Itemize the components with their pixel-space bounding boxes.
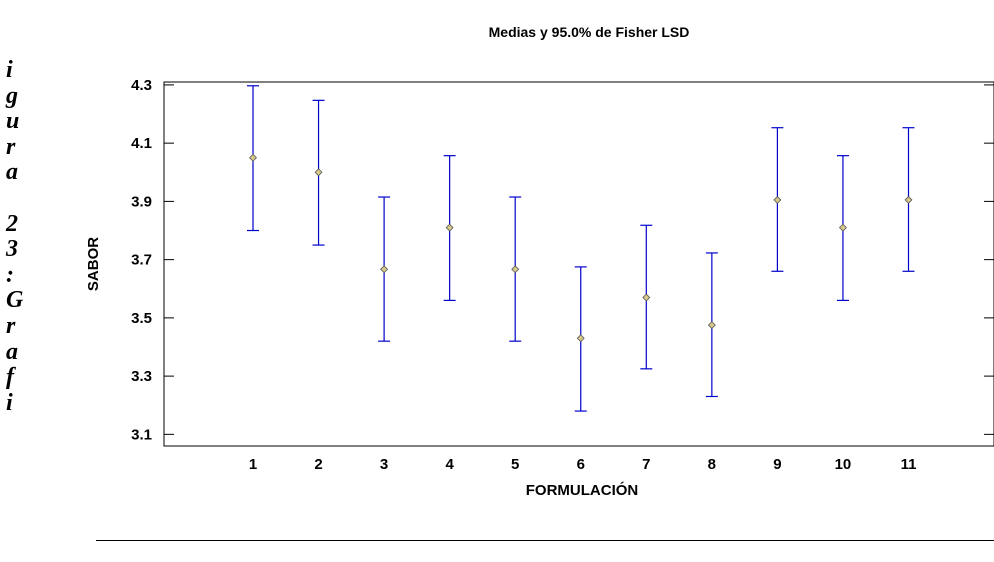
lsd-interval: [378, 196, 391, 342]
lsd-interval: [705, 252, 718, 398]
x-tick-label: 4: [445, 456, 454, 473]
x-tick-label: 7: [642, 456, 650, 473]
mean-marker: [707, 321, 716, 330]
caption-char: G: [6, 287, 24, 314]
caption-char: r: [6, 312, 16, 339]
caption-char: g: [6, 82, 18, 109]
lsd-interval: [771, 127, 784, 272]
y-tick-label: 4.3: [131, 77, 152, 94]
y-tick-label: 3.1: [131, 426, 152, 443]
x-tick-label: 6: [577, 456, 585, 473]
lsd-interval: [640, 224, 653, 370]
x-axis-label: FORMULACIÓN: [526, 481, 639, 499]
caption-char: 2: [6, 210, 18, 237]
caption-char: r: [6, 133, 16, 160]
x-tick-label: 9: [773, 456, 781, 473]
caption-char: i: [6, 57, 13, 83]
mean-marker: [511, 265, 520, 274]
interval-series: [247, 85, 915, 412]
y-tick-label: 3.7: [131, 252, 152, 269]
caption-char: :: [6, 261, 14, 288]
lsd-interval: [509, 196, 522, 342]
lsd-interval: [312, 99, 325, 246]
y-tick-label: 3.5: [131, 310, 152, 327]
y-tick-label: 4.1: [131, 135, 152, 152]
mean-marker: [314, 168, 323, 177]
y-axis-label: SABOR: [85, 237, 102, 291]
caption-char: a: [6, 338, 18, 365]
caption-char: a: [6, 159, 18, 186]
x-tick-label: 1: [249, 456, 257, 473]
x-tick-label: 3: [380, 456, 388, 473]
x-axis: 1 2 3 4 5 6 7 8 9 10 11: [249, 456, 917, 473]
lsd-interval: [836, 155, 849, 301]
mean-marker: [642, 293, 651, 302]
caption-char: 3: [6, 236, 18, 263]
y-axis: 3.1 3.3 3.5 3.7 3.9 4.1 4.3: [131, 77, 994, 443]
lsd-interval: [247, 85, 259, 232]
caption-char: u: [6, 108, 20, 135]
plot-frame: [163, 81, 994, 447]
chart-title: Medias y 95.0% de Fisher LSD: [489, 24, 690, 40]
x-tick-label: 2: [314, 456, 322, 473]
mean-marker: [445, 223, 454, 232]
lsd-interval: [443, 155, 456, 301]
x-tick-label: 10: [835, 456, 852, 473]
x-tick-label: 5: [511, 456, 519, 473]
x-tick-label: 11: [901, 456, 917, 473]
y-tick-label: 3.3: [131, 368, 152, 385]
lsd-interval: [902, 127, 915, 272]
mean-marker: [249, 153, 257, 162]
caption-char: i: [6, 389, 13, 416]
mean-marker: [838, 223, 847, 232]
mean-marker: [380, 265, 389, 274]
mean-marker: [904, 195, 913, 204]
horizontal-rule: [96, 540, 994, 541]
mean-marker: [576, 334, 585, 343]
caption-char: f: [6, 364, 14, 391]
x-tick-label: 8: [708, 456, 716, 473]
lsd-interval: [574, 266, 587, 412]
y-tick-label: 3.9: [131, 193, 152, 210]
mean-marker: [773, 195, 782, 204]
